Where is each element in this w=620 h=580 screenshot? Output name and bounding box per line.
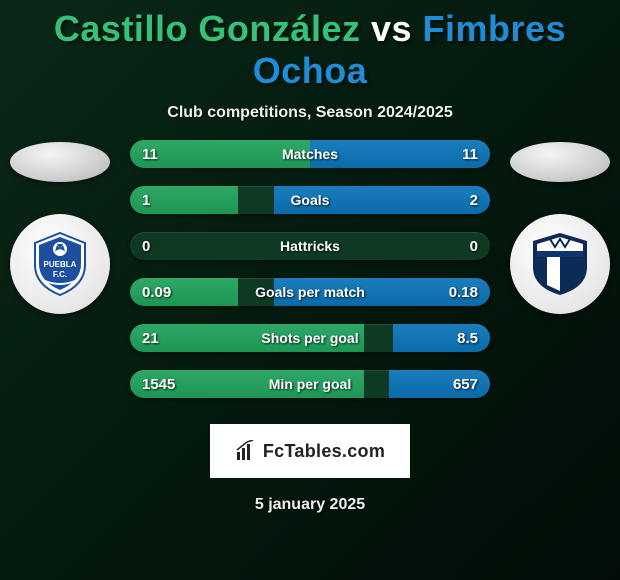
team-crest-left: PUEBLA F.C.	[10, 214, 110, 314]
watermark-text: FcTables.com	[263, 441, 385, 462]
comparison-card: Castillo González vs Fimbres Ochoa Club …	[0, 0, 620, 580]
stat-label: Min per goal	[130, 370, 490, 398]
stat-value-right: 0	[470, 232, 478, 260]
watermark: FcTables.com	[210, 424, 410, 478]
svg-text:PUEBLA: PUEBLA	[44, 260, 77, 269]
stat-label: Goals	[130, 186, 490, 214]
stat-value-right: 8.5	[457, 324, 478, 352]
avatar-player2	[510, 142, 610, 182]
stat-row: 1545Min per goal657	[130, 370, 490, 398]
avatar-player1	[10, 142, 110, 182]
columns: PUEBLA F.C. 11Matches11 1Goals2 0Hattricks…	[0, 140, 620, 416]
stat-value-right: 2	[470, 186, 478, 214]
subtitle: Club competitions, Season 2024/2025	[0, 104, 620, 122]
stat-value-right: 0.18	[449, 278, 478, 306]
stat-label: Matches	[130, 140, 490, 168]
side-left: PUEBLA F.C.	[0, 140, 120, 314]
stat-value-right: 11	[462, 140, 478, 168]
stat-row: 21Shots per goal8.5	[130, 324, 490, 352]
team-crest-right	[510, 214, 610, 314]
stat-row: 0.09Goals per match0.18	[130, 278, 490, 306]
side-right	[500, 140, 620, 314]
page-title: Castillo González vs Fimbres Ochoa	[0, 0, 620, 92]
crest-left-svg: PUEBLA F.C.	[25, 229, 95, 299]
stat-label: Hattricks	[130, 232, 490, 260]
title-player1: Castillo González	[54, 8, 361, 49]
svg-text:F.C.: F.C.	[53, 270, 67, 279]
watermark-icon	[235, 440, 257, 462]
crest-right-svg	[525, 229, 595, 299]
datestamp: 5 january 2025	[0, 496, 620, 514]
stats-center: 11Matches11 1Goals2 0Hattricks0 0.09Goals p…	[120, 140, 500, 416]
stat-value-right: 657	[453, 370, 478, 398]
stat-row: 1Goals2	[130, 186, 490, 214]
title-vs: vs	[371, 8, 412, 49]
stat-label: Goals per match	[130, 278, 490, 306]
stat-row: 11Matches11	[130, 140, 490, 168]
stat-row: 0Hattricks0	[130, 232, 490, 260]
stat-label: Shots per goal	[130, 324, 490, 352]
